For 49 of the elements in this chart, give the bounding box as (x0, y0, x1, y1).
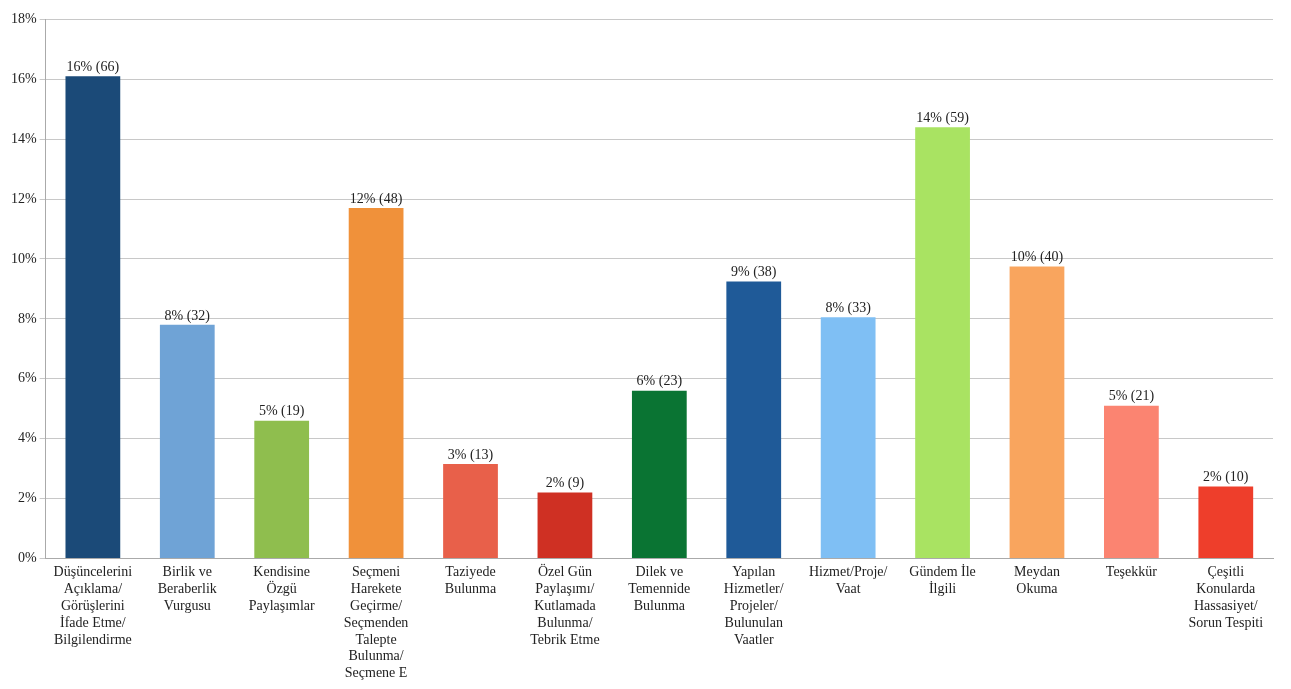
x-tick-label: Yapılan Hizmetler/Projeler/Bulunulan Vaatler (723, 564, 784, 647)
data-label: 3% (13) (447, 446, 494, 463)
data-label: 12% (48) (349, 190, 403, 207)
y-tick-label: 6% (17, 370, 37, 386)
bar (1009, 266, 1065, 558)
data-label: 8% (33) (825, 300, 872, 317)
bar (443, 464, 498, 558)
data-label: 9% (38) (730, 264, 777, 281)
data-label: 10% (40) (1010, 249, 1064, 266)
y-tick-label: 10% (10, 250, 37, 266)
y-tick-label: 12% (10, 190, 37, 206)
x-tick-label: Gündem İle İlgili (909, 564, 976, 597)
x-tick-label: Özel Gün Paylaşımı/Kutlamada Bulunma/Tebrik Etme (530, 563, 600, 647)
data-label: 2% (10) (1203, 469, 1249, 486)
bar (1198, 486, 1254, 558)
x-tick-label: Hizmet/Proje/Vaat (808, 564, 888, 597)
x-tick-label: Taziyede Bulunma (444, 564, 497, 597)
y-tick-label: 2% (17, 490, 37, 506)
bar (537, 492, 593, 558)
bar (726, 281, 782, 558)
x-tick-label: Dilek ve Temennide Bulunma (628, 564, 691, 614)
x-tick-label: Çeşitli Konularda Hassasiyet/Sorun Tespiti (1188, 564, 1264, 630)
y-tick-label: 16% (10, 70, 37, 86)
bar (254, 420, 310, 558)
y-tick-label: 18% (10, 11, 37, 27)
bar (159, 324, 215, 558)
data-label: 5% (19) (258, 403, 305, 420)
y-tick-label: 14% (10, 130, 37, 146)
x-tick-label: Birlik ve Beraberlik Vurgusu (157, 564, 217, 614)
x-tick-label: Seçmeni Harekete Geçirme/Seçmenden Talepte Bulunma/Seçmene E (343, 564, 409, 681)
y-tick-label: 8% (17, 310, 37, 326)
data-label: 16% (66) (66, 58, 120, 75)
data-label: 6% (23) (636, 373, 683, 390)
x-tick-label: Kendisine Özgü Paylaşımlar (248, 564, 316, 614)
data-label: 14% (59) (916, 109, 970, 126)
y-tick-label: 0% (17, 550, 37, 566)
bar (348, 208, 404, 558)
bar (915, 127, 970, 558)
bar (1104, 405, 1159, 558)
y-tick-label: 4% (17, 430, 37, 446)
x-tick-label: Teşekkür (1105, 564, 1158, 580)
bar (631, 390, 687, 558)
data-label: 5% (21) (1108, 388, 1155, 405)
data-label: 2% (9) (545, 475, 585, 492)
x-tick-label: Düşüncelerini Açıklama/Görüşlerini İfade Etme/Bilgilendirme (53, 564, 133, 647)
bar (65, 76, 121, 558)
data-label: 8% (32) (164, 307, 211, 324)
x-tick-label: Meydan Okuma (1014, 564, 1060, 597)
bar (820, 317, 876, 558)
